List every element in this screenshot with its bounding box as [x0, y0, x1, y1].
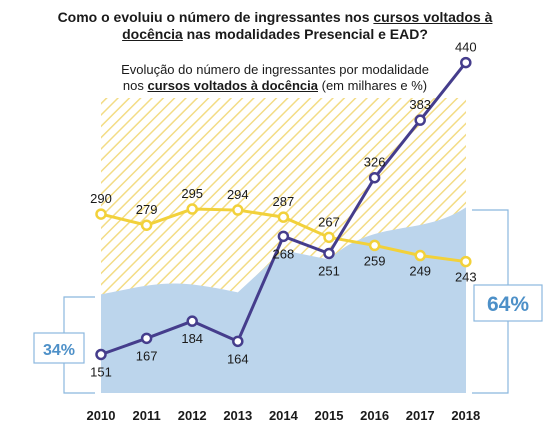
x-tick-label: 2016 [360, 408, 389, 423]
share-box-start [33, 332, 85, 364]
subtitle-emphasis: cursos voltados à docência [147, 78, 318, 93]
series-1-point [232, 335, 244, 348]
data-label-series-0: 243 [455, 270, 477, 285]
share-box-end [473, 284, 543, 322]
subtitle-post: (em milhares e %) [318, 78, 428, 93]
series-1-point [140, 332, 153, 345]
data-label-series-0: 294 [227, 187, 249, 202]
share-area [101, 207, 466, 393]
data-label-series-1: 251 [318, 263, 340, 278]
x-tick-label: 2014 [269, 408, 299, 423]
series-1-point [368, 171, 381, 184]
series-1-point [460, 56, 472, 69]
title-part-2: nas modalidades Presencial e EAD? [182, 26, 428, 42]
chart-subtitle: Evolução do número de ingressantes por m… [60, 62, 490, 94]
title-part: Como o evoluiu o número de ingressantes … [57, 9, 374, 25]
series-0-point [368, 239, 381, 252]
data-label-series-0: 259 [364, 253, 386, 268]
page-title: Como o evoluiu o número de ingressantes … [40, 9, 510, 43]
data-label-series-1: 268 [273, 246, 295, 261]
series-0-point [277, 211, 290, 223]
series-1-point [414, 114, 426, 126]
series-1-point [95, 348, 107, 361]
title-emphasis-2: docência [122, 26, 183, 42]
series-0-point [232, 204, 244, 216]
x-tick-label: 2015 [315, 408, 344, 423]
x-tick-label: 2018 [451, 408, 480, 423]
data-label-series-0: 249 [409, 264, 431, 279]
subtitle-pre: nos [122, 78, 148, 93]
data-label-series-0: 279 [136, 202, 158, 217]
data-label-series-1: 151 [90, 364, 112, 379]
share-label-end: 64% [487, 293, 529, 316]
data-label-series-0: 287 [273, 194, 295, 209]
data-label-series-0: 295 [181, 186, 203, 201]
series-0-point [95, 208, 107, 220]
series-1-point [277, 230, 290, 243]
series-0-point [414, 249, 426, 262]
data-label-series-0: 267 [318, 214, 340, 229]
series-1-point [186, 315, 198, 327]
data-label-series-0: 290 [90, 191, 112, 206]
series-0-point [323, 231, 335, 244]
x-tick-label: 2012 [178, 408, 207, 423]
data-label-series-1: 326 [364, 155, 386, 170]
x-tick-label: 2017 [406, 408, 435, 423]
data-label-series-1: 184 [181, 331, 203, 346]
data-label-series-1: 164 [227, 351, 249, 366]
x-tick-label: 2010 [87, 408, 116, 423]
data-label-series-1: 167 [136, 348, 158, 363]
series-0-point [186, 203, 198, 215]
x-tick-label: 2011 [132, 408, 160, 423]
data-label-series-1: 383 [409, 97, 431, 112]
series-1-point [323, 247, 335, 260]
x-tick-label: 2013 [223, 408, 252, 423]
series-0-point [460, 255, 472, 268]
share-label-start: 34% [43, 342, 75, 359]
title-emphasis: cursos voltados à [373, 9, 493, 25]
series-0-point [140, 219, 153, 231]
subtitle-line1: Evolução do número de ingressantes por m… [121, 62, 429, 77]
data-label-series-1: 440 [455, 40, 477, 55]
